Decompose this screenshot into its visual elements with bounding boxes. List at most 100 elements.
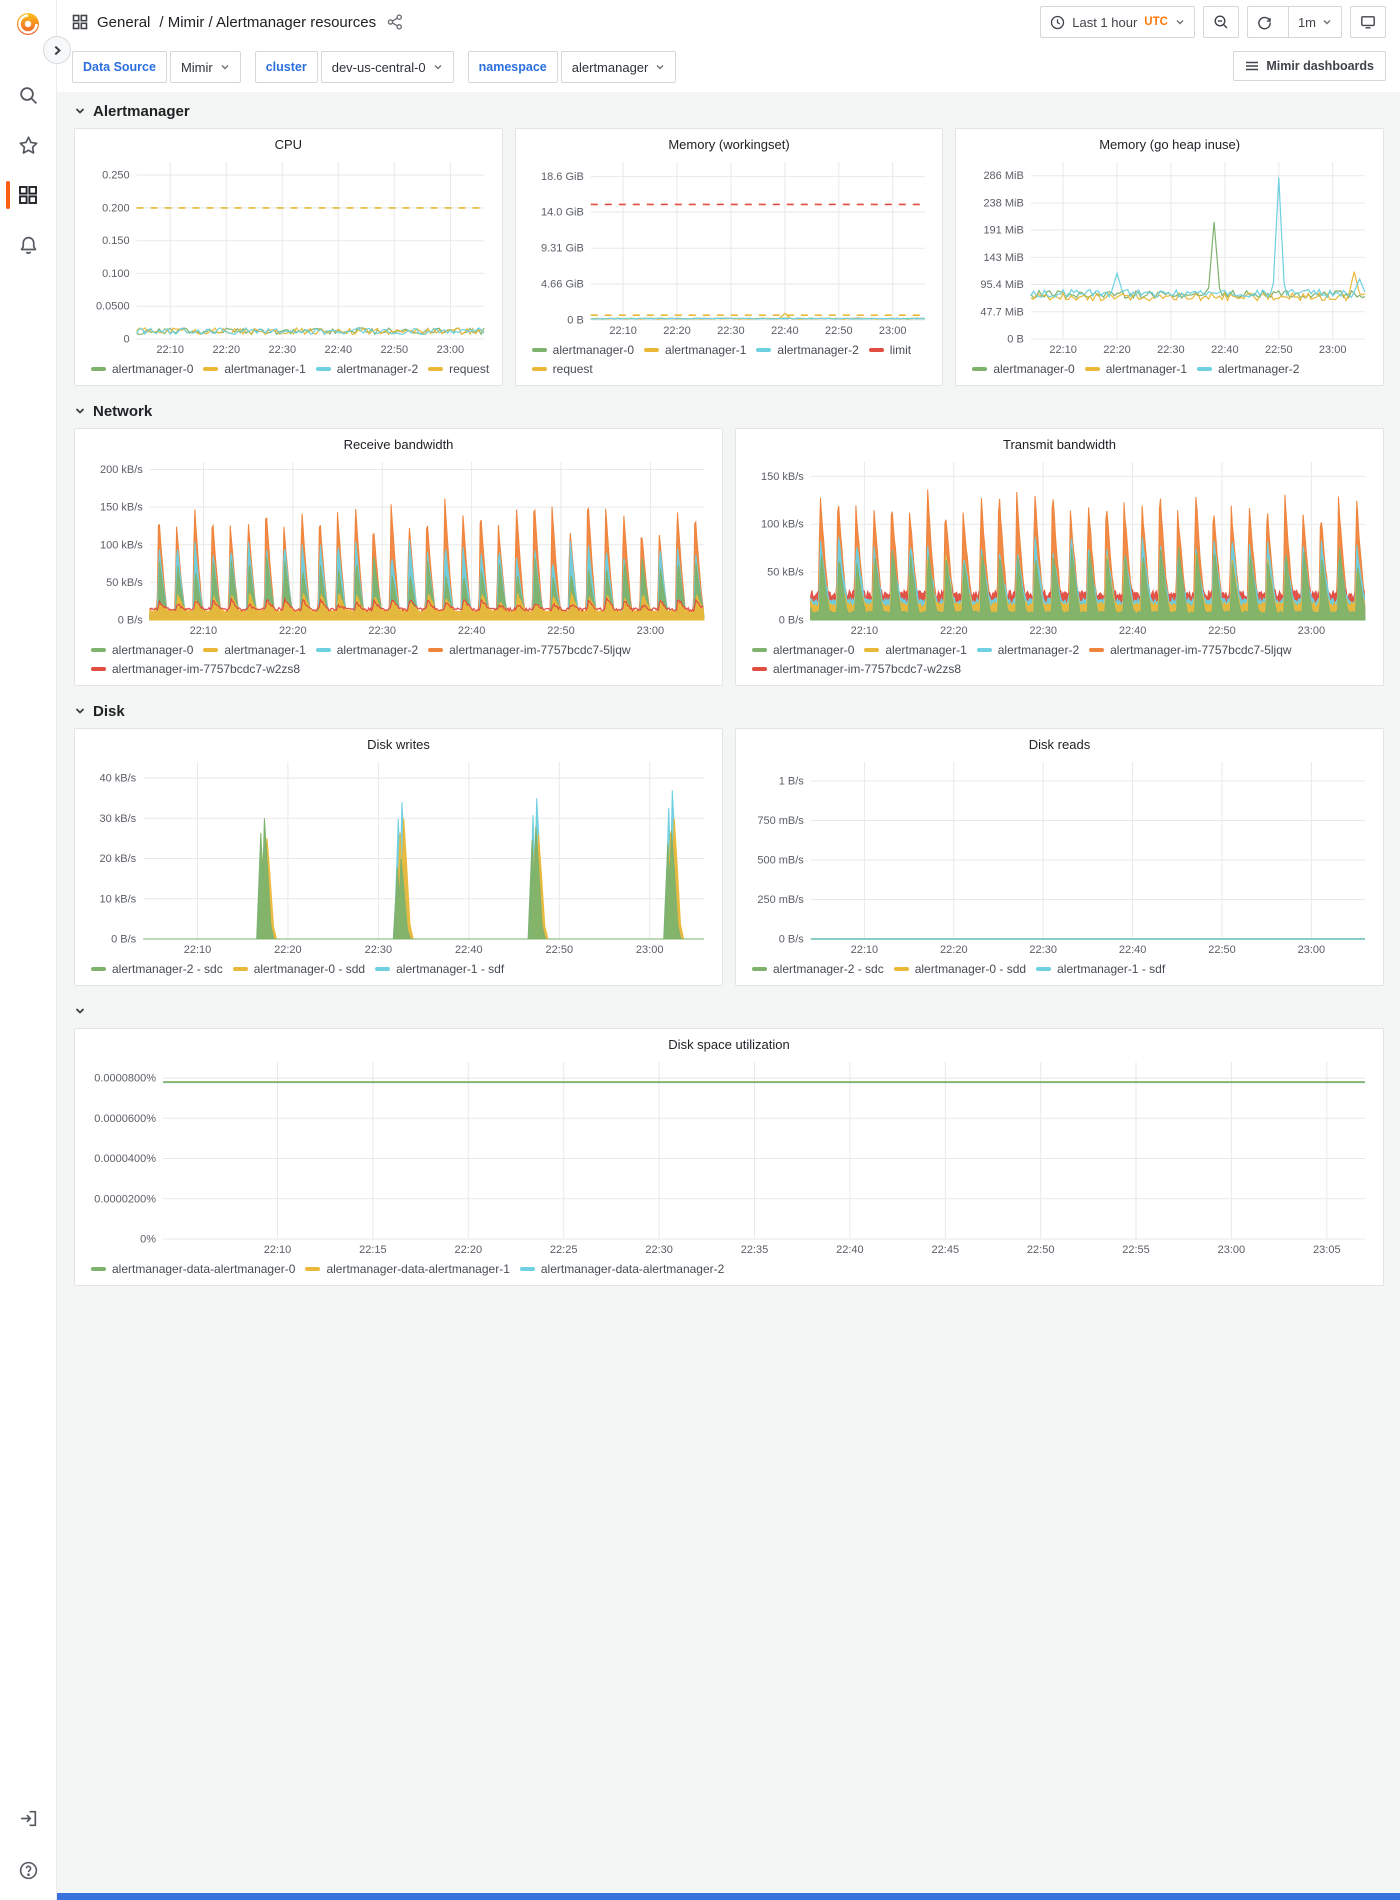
legend-item[interactable]: alertmanager-1 - sdf (375, 960, 504, 978)
chart-canvas[interactable]: 200 kB/s 150 kB/s 100 kB/s 50 kB/s 0 B/s 22:1… (85, 456, 712, 639)
legend-color-bar (1197, 367, 1213, 371)
legend-item[interactable]: alertmanager-im-7757bcdc7-w2zs8 (91, 660, 300, 678)
panel-title[interactable]: Disk space utilization (668, 1037, 790, 1052)
svg-text:143 MiB: 143 MiB (984, 252, 1024, 264)
section-header-network[interactable]: Network (74, 396, 1384, 426)
variable-value-select[interactable]: dev-us-central-0 (320, 51, 454, 83)
panel-title[interactable]: Disk writes (367, 737, 430, 752)
breadcrumb-section[interactable]: General (97, 13, 151, 31)
legend-color-bar (976, 648, 992, 652)
svg-text:23:00: 23:00 (1218, 1244, 1246, 1256)
legend-item[interactable]: alertmanager-2 - sdc (91, 960, 223, 978)
legend-item[interactable]: alertmanager-im-7757bcdc7-5ljqw (1089, 641, 1292, 659)
svg-text:22:20: 22:20 (940, 944, 968, 956)
chart-canvas[interactable]: 18.6 GiB 14.0 GiB 9.31 GiB 4.66 GiB 0 B 22:10… (526, 156, 933, 339)
legend-item[interactable]: alertmanager-2 (1197, 360, 1299, 378)
sidebar-expand-button[interactable] (43, 36, 71, 64)
help-icon[interactable] (18, 1860, 39, 1886)
chevron-down-icon (74, 1005, 86, 1017)
submenu: Data Source Mimir cluster dev-us-central-0 n… (56, 44, 1400, 92)
grafana-logo[interactable] (13, 9, 43, 44)
legend-item[interactable]: alertmanager-data-alertmanager-0 (91, 1260, 295, 1278)
legend-label: alertmanager-im-7757bcdc7-5ljqw (1110, 643, 1292, 657)
sidebar-item-dashboards[interactable] (0, 170, 56, 220)
section-header-alertmanager[interactable]: Alertmanager (74, 96, 1384, 126)
variable-label: Data Source (72, 51, 167, 83)
legend-item[interactable]: alertmanager-1 (203, 641, 306, 659)
panel-title[interactable]: Receive bandwidth (343, 437, 454, 452)
svg-text:23:00: 23:00 (879, 325, 907, 337)
legend-item[interactable]: request (531, 360, 593, 378)
legend-item[interactable]: alertmanager-im-7757bcdc7-5ljqw (428, 641, 631, 659)
legend-item[interactable]: alertmanager-0 - sdd (893, 960, 1026, 978)
legend-item[interactable]: limit (868, 341, 912, 359)
legend-item[interactable]: alertmanager-0 - sdd (232, 960, 365, 978)
legend-item[interactable]: alertmanager-2 - sdc (752, 960, 884, 978)
legend-item[interactable]: alertmanager-1 - sdf (1036, 960, 1165, 978)
legend-item[interactable]: alertmanager-2 (756, 341, 859, 359)
sign-in-icon[interactable] (18, 1808, 39, 1834)
time-range-picker[interactable]: Last 1 hour UTC (1040, 6, 1195, 38)
legend-color-bar (203, 648, 219, 652)
tv-mode-button[interactable] (1350, 6, 1386, 38)
chart-canvas[interactable]: 0.250 0.200 0.150 0.100 0.0500 0 22:10 22:20 22:… (85, 156, 492, 358)
legend-item[interactable]: alertmanager-0 (91, 641, 193, 659)
chart-canvas[interactable]: 286 MiB 238 MiB 191 MiB 143 MiB 95.4 MiB 47.7… (966, 156, 1373, 358)
chevron-down-icon (221, 65, 229, 70)
panel-title[interactable]: Memory (go heap inuse) (1099, 137, 1241, 152)
variable-value-select[interactable]: Mimir (169, 51, 241, 83)
mimir-dashboards-button[interactable]: Mimir dashboards (1233, 51, 1386, 81)
chart-canvas[interactable]: 0.0000800% 0.0000600% 0.0000400% 0.0000200%… (85, 1056, 1373, 1258)
legend-item[interactable]: alertmanager-2 (315, 360, 418, 378)
legend-item[interactable]: alertmanager-1 (644, 341, 746, 359)
legend: alertmanager-data-alertmanager-0 alertman… (85, 1258, 1373, 1278)
legend-item[interactable]: alertmanager-2 (315, 641, 418, 659)
svg-text:23:05: 23:05 (1313, 1244, 1341, 1256)
svg-text:22:40: 22:40 (1119, 944, 1147, 956)
share-icon[interactable] (387, 14, 403, 30)
refresh-button[interactable] (1248, 7, 1281, 37)
breadcrumb-path[interactable]: / Mimir / Alertmanager resources (159, 13, 377, 31)
panel-title[interactable]: Disk reads (1028, 737, 1091, 752)
legend-item[interactable]: alertmanager-0 (972, 360, 1075, 378)
svg-text:22:20: 22:20 (274, 944, 302, 956)
section-title: Network (93, 402, 153, 420)
legend-item[interactable]: alertmanager-im-7757bcdc7-w2zs8 (752, 660, 961, 678)
chart-canvas[interactable]: 1 B/s 750 mB/s 500 mB/s 250 mB/s 0 B/s 22:10 2… (746, 756, 1373, 958)
svg-text:40 kB/s: 40 kB/s (100, 773, 137, 785)
legend-item[interactable]: alertmanager-0 (91, 360, 193, 378)
bottom-strip (56, 1893, 1400, 1900)
legend-item[interactable]: alertmanager-data-alertmanager-2 (519, 1260, 724, 1278)
zoom-out-button[interactable] (1202, 6, 1239, 38)
panel-title[interactable]: Transmit bandwidth (1003, 437, 1116, 452)
panel-title[interactable]: Memory (workingset) (668, 137, 790, 152)
variable-value-select[interactable]: alertmanager (560, 51, 677, 83)
refresh-interval-select[interactable]: 1m (1287, 7, 1341, 37)
svg-text:0%: 0% (140, 1234, 156, 1246)
section-header-disk[interactable]: Disk (74, 696, 1384, 726)
panel-row: Disk space utilization 0.0000800% 0.000060… (74, 1028, 1384, 1286)
legend-item[interactable]: alertmanager-1 (203, 360, 306, 378)
refresh-group: 1m (1246, 6, 1342, 38)
legend-label: alertmanager-1 (224, 643, 306, 657)
sidebar-item-alerting[interactable] (0, 220, 56, 270)
legend-item[interactable]: request (428, 360, 489, 378)
section-header[interactable] (74, 996, 1384, 1026)
legend-item[interactable]: alertmanager-2 (976, 641, 1079, 659)
sidebar-item-starred[interactable] (0, 120, 56, 170)
chevron-down-icon (74, 105, 86, 117)
panel-title[interactable]: CPU (274, 137, 303, 152)
legend-item[interactable]: alertmanager-0 (531, 341, 634, 359)
legend-item[interactable]: alertmanager-1 (1084, 360, 1187, 378)
legend-label: limit (889, 343, 912, 357)
legend-item[interactable]: alertmanager-0 (752, 641, 854, 659)
chart-canvas[interactable]: 150 kB/s 100 kB/s 50 kB/s 0 B/s 22:10 22:20 22… (746, 456, 1373, 639)
sidebar-item-search[interactable] (0, 70, 56, 120)
chart-canvas[interactable]: 40 kB/s 30 kB/s 20 kB/s 10 kB/s 0 B/s 22:10 22… (85, 756, 712, 958)
legend-label: alertmanager-data-alertmanager-1 (326, 1262, 510, 1276)
legend-item[interactable]: alertmanager-data-alertmanager-1 (305, 1260, 510, 1278)
svg-text:22:30: 22:30 (1157, 344, 1185, 356)
variable-data-source: Data Source Mimir (72, 51, 241, 83)
legend-label: alertmanager-data-alertmanager-0 (112, 1262, 296, 1276)
legend-item[interactable]: alertmanager-1 (864, 641, 967, 659)
